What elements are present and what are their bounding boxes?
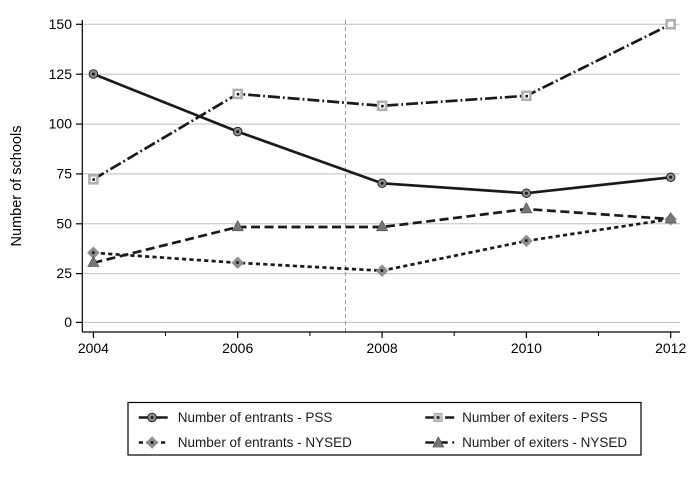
svg-text:2010: 2010 [511, 340, 542, 356]
svg-text:2012: 2012 [655, 340, 686, 356]
svg-text:0: 0 [64, 314, 72, 330]
svg-text:100: 100 [49, 116, 73, 132]
svg-text:2004: 2004 [78, 340, 109, 356]
svg-text:Number of schools: Number of schools [9, 126, 25, 247]
svg-text:50: 50 [56, 215, 72, 231]
svg-text:25: 25 [56, 265, 72, 281]
svg-text:75: 75 [56, 166, 72, 182]
svg-text:2008: 2008 [367, 340, 398, 356]
svg-text:Number of exiters - PSS: Number of exiters - PSS [462, 410, 608, 425]
svg-text:125: 125 [49, 66, 73, 82]
svg-text:Number of exiters - NYSED: Number of exiters - NYSED [462, 435, 627, 450]
svg-text:Number of entrants - NYSED: Number of entrants - NYSED [178, 435, 352, 450]
svg-text:2006: 2006 [222, 340, 253, 356]
svg-text:150: 150 [49, 16, 73, 32]
svg-text:Number of entrants - PSS: Number of entrants - PSS [178, 410, 333, 425]
